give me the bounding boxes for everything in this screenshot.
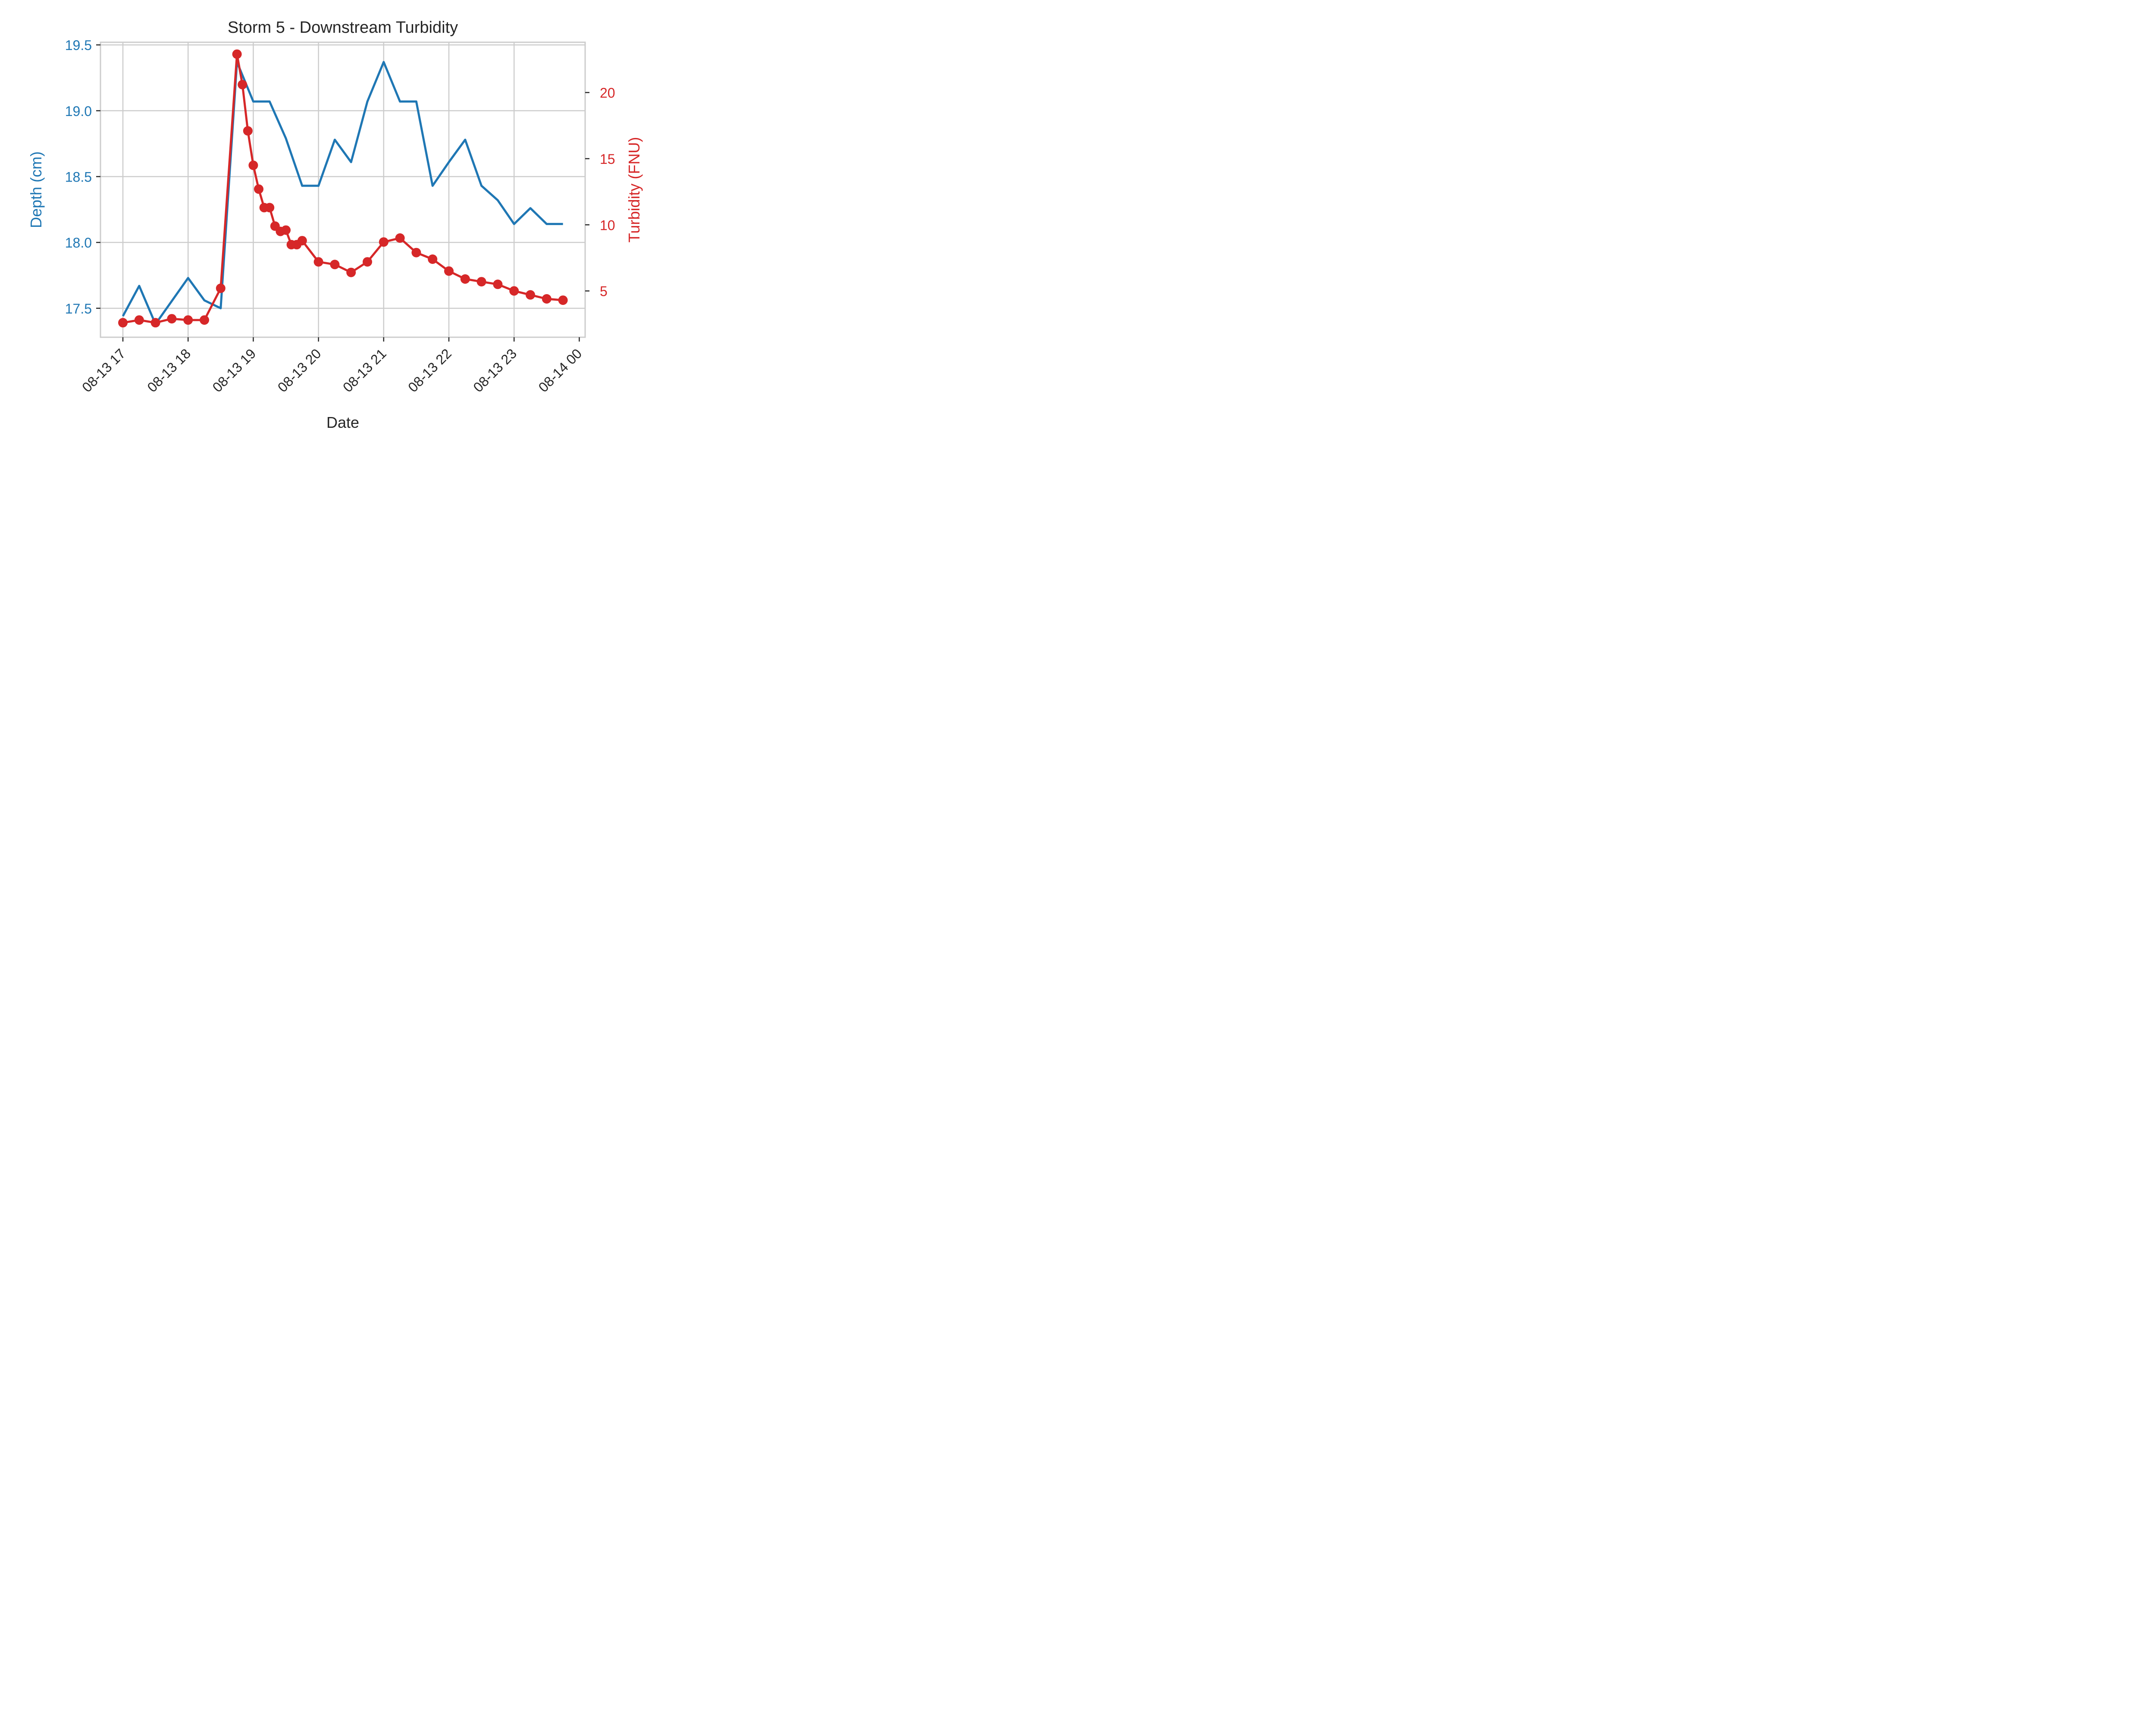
- turbidity-data-point: [200, 315, 209, 325]
- turbidity-data-point: [346, 267, 356, 277]
- y-left-tick-label: 19.5: [65, 38, 92, 53]
- turbidity-data-point: [444, 266, 454, 276]
- turbidity-data-point: [493, 279, 503, 289]
- turbidity-data-point: [167, 314, 177, 324]
- y-axis-label-left: Depth (cm): [27, 151, 45, 228]
- y-right-tick-label: 20: [600, 85, 615, 101]
- chart: 08-13 17 08-13 18 08-13 19 08-13 20 08-13 21…: [27, 19, 643, 431]
- x-tick-label: 08-13 18: [144, 345, 194, 395]
- turbidity-data-point: [243, 126, 253, 136]
- turbidity-data-point: [542, 294, 552, 304]
- chart-title: Storm 5 - Downstream Turbidity: [228, 19, 458, 37]
- turbidity-data-point: [526, 290, 535, 300]
- x-axis-label: Date: [326, 414, 359, 431]
- turbidity-data-point: [363, 257, 372, 267]
- x-tick-label: 08-13 23: [470, 345, 520, 395]
- y-left-tick-label: 17.5: [65, 301, 92, 317]
- turbidity-data-point: [232, 49, 242, 59]
- grid: [100, 42, 585, 337]
- x-tick-label: 08-13 20: [275, 345, 324, 395]
- turbidity-data-point: [428, 254, 438, 264]
- y-right-tick-label: 5: [600, 284, 608, 299]
- y-left-tick-label: 18.5: [65, 169, 92, 185]
- turbidity-data-point: [150, 318, 160, 328]
- turbidity-data-point: [216, 283, 226, 293]
- x-tick-label: 08-13 22: [405, 345, 454, 395]
- turbidity-data-point: [509, 286, 519, 296]
- x-tick-label: 08-13 21: [340, 345, 389, 395]
- turbidity-data-point: [330, 260, 340, 270]
- turbidity-data-point: [460, 274, 470, 284]
- turbidity-data-point: [476, 277, 486, 287]
- turbidity-data-point: [379, 237, 389, 247]
- turbidity-data-point: [248, 160, 258, 170]
- y-right-tick-label: 10: [600, 217, 615, 233]
- series-layer: [118, 49, 568, 328]
- axes: 08-13 17 08-13 18 08-13 19 08-13 20 08-13 21…: [65, 38, 615, 395]
- x-tick-label: 08-13 19: [210, 345, 259, 395]
- turbidity-data-point: [254, 184, 263, 194]
- turbidity-data-point: [297, 236, 307, 246]
- turbidity-data-point: [118, 318, 128, 328]
- y-left-tick-label: 18.0: [65, 235, 92, 251]
- turbidity-data-point: [281, 225, 291, 235]
- y-right-tick-label: 15: [600, 151, 615, 167]
- depth-series-line: [122, 61, 563, 325]
- x-tick-label: 08-14 00: [536, 345, 585, 395]
- x-tick-label: 08-13 17: [79, 345, 128, 395]
- turbidity-data-point: [265, 203, 275, 213]
- y-left-tick-label: 19.0: [65, 104, 92, 119]
- turbidity-data-point: [558, 295, 568, 305]
- y-axis-label-right: Turbidity (FNU): [625, 137, 643, 243]
- turbidity-data-point: [313, 257, 323, 267]
- turbidity-data-point: [411, 248, 421, 257]
- plot-frame: [100, 41, 586, 338]
- turbidity-data-point: [183, 315, 193, 325]
- turbidity-data-point: [134, 315, 144, 325]
- turbidity-data-point: [395, 233, 405, 243]
- turbidity-data-point: [238, 80, 248, 90]
